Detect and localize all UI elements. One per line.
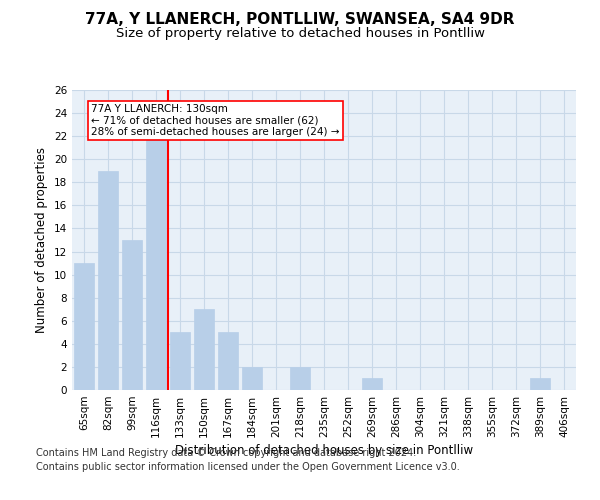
Bar	[242, 367, 262, 390]
Y-axis label: Number of detached properties: Number of detached properties	[35, 147, 49, 333]
Text: Size of property relative to detached houses in Pontlliw: Size of property relative to detached ho…	[115, 28, 485, 40]
Bar	[146, 136, 166, 390]
Text: 77A, Y LLANERCH, PONTLLIW, SWANSEA, SA4 9DR: 77A, Y LLANERCH, PONTLLIW, SWANSEA, SA4 …	[85, 12, 515, 28]
Bar	[98, 171, 118, 390]
Bar	[218, 332, 238, 390]
Text: 77A Y LLANERCH: 130sqm
← 71% of detached houses are smaller (62)
28% of semi-det: 77A Y LLANERCH: 130sqm ← 71% of detached…	[91, 104, 340, 137]
Bar	[170, 332, 190, 390]
X-axis label: Distribution of detached houses by size in Pontlliw: Distribution of detached houses by size …	[175, 444, 473, 457]
Text: Contains HM Land Registry data © Crown copyright and database right 2024.: Contains HM Land Registry data © Crown c…	[36, 448, 416, 458]
Bar	[290, 367, 310, 390]
Bar	[362, 378, 382, 390]
Bar	[122, 240, 142, 390]
Bar	[194, 309, 214, 390]
Bar	[74, 263, 94, 390]
Text: Contains public sector information licensed under the Open Government Licence v3: Contains public sector information licen…	[36, 462, 460, 472]
Bar	[530, 378, 550, 390]
